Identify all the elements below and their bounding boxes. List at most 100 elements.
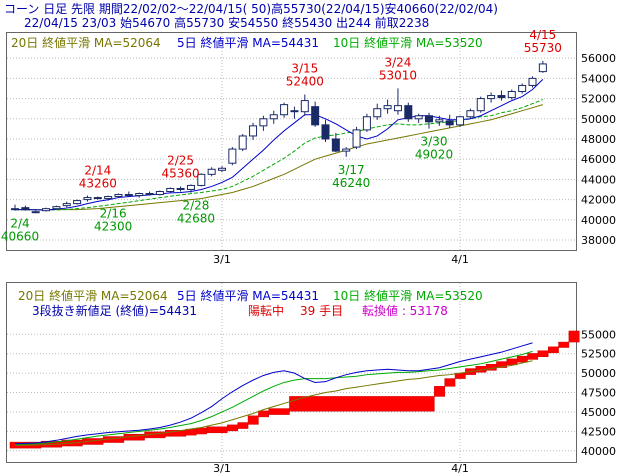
y-tick-label: 42500 <box>581 425 616 438</box>
low-value-label: 42680 <box>177 212 215 226</box>
y-tick-label: 40000 <box>581 445 616 458</box>
renko-brick <box>568 330 580 343</box>
y-tick-label: 50000 <box>581 367 616 380</box>
low-date-label: 3/17 <box>338 163 365 177</box>
candle-body <box>528 77 537 86</box>
candle-body <box>207 168 216 175</box>
y-tick-label: 52500 <box>581 348 616 361</box>
candle-body <box>300 100 309 113</box>
candle-body <box>114 194 123 198</box>
x-tick-label: 3/1 <box>213 462 231 475</box>
candle-body <box>466 110 475 118</box>
candlestick-plot-area <box>6 32 577 251</box>
y-tick-label: 45000 <box>581 406 616 419</box>
candle-body <box>269 114 278 120</box>
renko-chart <box>7 283 580 462</box>
candle-body <box>352 129 361 148</box>
y-tick-label: 50000 <box>581 113 616 126</box>
renko-brick <box>237 422 249 429</box>
x-tick-label: 4/1 <box>451 253 469 266</box>
candle-body <box>383 105 392 110</box>
renko-brick <box>258 410 269 418</box>
candle-body <box>218 167 226 171</box>
candle-body <box>497 95 506 99</box>
y-tick-label: 47500 <box>581 387 616 400</box>
high-value-label: 53010 <box>379 68 417 82</box>
candle-body <box>186 184 195 190</box>
candle-body <box>435 119 444 123</box>
header-line-1: コーン 日足 先限 期間22/02/02～22/04/15( 50)高55730… <box>4 1 498 16</box>
y-tick-label: 42000 <box>581 194 616 207</box>
candle-body <box>476 98 485 112</box>
low-date-label: 2/16 <box>100 207 127 221</box>
high-date-label: 3/15 <box>291 62 318 76</box>
bottom-legend-ma5: 5日 終値平滑 MA=54431 <box>177 288 319 303</box>
low-value-label: 42300 <box>94 220 132 234</box>
candle-body <box>135 193 144 197</box>
candle-body <box>331 138 340 152</box>
renko-info-main: 3段抜き新値足 (終値)=54431 <box>32 303 197 318</box>
candle-body <box>21 207 30 211</box>
bottom-x-axis: 3/1 4/1 <box>213 462 469 475</box>
renko-brick <box>247 415 259 425</box>
y-tick-label: 44000 <box>581 173 616 186</box>
candle-body <box>155 191 164 196</box>
bottom-legend-ma10: 10日 終値平滑 MA=53520 <box>333 288 483 303</box>
candle-body <box>538 63 547 73</box>
y-tick-label: 40000 <box>581 214 616 227</box>
renko-brick <box>516 355 528 363</box>
top-x-axis: 3/1 4/1 <box>213 253 469 266</box>
y-tick-label: 54000 <box>581 72 616 85</box>
candle-body <box>73 200 82 205</box>
candle-body <box>280 104 289 116</box>
y-tick-label: 55000 <box>581 328 616 341</box>
y-tick-label: 38000 <box>581 234 616 247</box>
candle-body <box>290 110 299 113</box>
high-value-label: 45360 <box>162 166 200 180</box>
candle-body <box>104 196 113 200</box>
candle-body <box>176 187 185 190</box>
ma20-line <box>15 104 543 211</box>
renko-brick <box>196 427 207 435</box>
renko-brick <box>268 408 290 415</box>
candle-body <box>445 120 454 126</box>
renko-info-count: 39 手目 <box>300 304 343 318</box>
candle-body <box>31 211 40 214</box>
top-y-axis: 38000 40000 42000 44000 46000 48000 50000 52000… <box>581 52 616 247</box>
renko-brick <box>558 341 570 348</box>
renko-info-status: 陽転中 <box>248 303 284 318</box>
renko-brick <box>547 346 559 354</box>
candle-body <box>124 194 133 197</box>
low-date-label: 3/30 <box>421 135 448 149</box>
low-value-label: 40660 <box>1 230 39 244</box>
top-legend-ma10: 10日 終値平滑 MA=53520 <box>333 35 483 50</box>
ma20-line <box>14 360 533 446</box>
candle-body <box>404 105 413 120</box>
candle-body <box>487 95 496 100</box>
renko-brick <box>289 396 435 412</box>
low-date-label: 2/4 <box>10 217 29 231</box>
candle-body <box>425 115 433 123</box>
top-legend-ma20: 20日 終値平滑 MA=52064 <box>11 35 161 50</box>
renko-brick <box>537 350 549 357</box>
renko-info-flow: 転換値 : 53178 <box>362 303 448 318</box>
candle-body <box>52 206 61 210</box>
candle-body <box>259 118 268 127</box>
y-tick-label: 46000 <box>581 153 616 166</box>
candle-body <box>311 106 320 126</box>
candle-body <box>83 197 92 201</box>
bottom-y-axis: 40000 42500 45000 47500 50000 52500 55000 <box>581 328 616 457</box>
header-line-2: 22/04/15 23/03 始54670 高55730 安54550 終554… <box>24 15 429 30</box>
high-date-label: 3/24 <box>384 55 411 69</box>
bottom-legend-ma20: 20日 終値平滑 MA=52064 <box>18 288 168 303</box>
renko-brick <box>434 386 445 397</box>
candle-body <box>249 125 258 137</box>
candle-body <box>93 197 102 200</box>
candle-body <box>456 116 465 126</box>
high-date-label: 4/15 <box>529 28 556 42</box>
high-value-label: 52400 <box>286 75 324 89</box>
ma5-line <box>14 342 533 445</box>
y-tick-label: 56000 <box>581 52 616 65</box>
ma10-line <box>15 99 544 211</box>
